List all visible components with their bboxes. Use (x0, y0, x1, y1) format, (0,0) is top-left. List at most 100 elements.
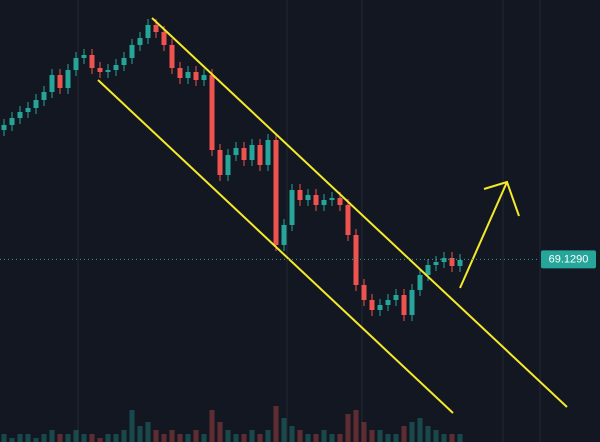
candle-body (305, 195, 311, 200)
volume-bar (329, 434, 335, 442)
volume-bar (121, 430, 127, 442)
candle-body (313, 195, 319, 205)
candle-body (353, 235, 359, 285)
candle-body (1, 125, 7, 130)
volume-bar (97, 438, 103, 442)
volume-bar (185, 434, 191, 442)
volume-bar (425, 426, 431, 442)
candle-body (369, 300, 375, 310)
candle-body (121, 58, 127, 65)
volume-bar (201, 434, 207, 442)
candle-body (217, 150, 223, 175)
volume-bar (169, 430, 175, 442)
volume-bar (217, 422, 223, 442)
candle-body (129, 45, 135, 58)
volume-bar (321, 430, 327, 442)
volume-bar (417, 418, 423, 442)
candle-body (161, 32, 167, 45)
candle-body (233, 148, 239, 155)
candle-body (393, 295, 399, 300)
candle-body (457, 260, 463, 266)
candle-layer (1, 19, 463, 321)
volume-bar (81, 434, 87, 442)
candle-body (289, 190, 295, 225)
candle-body (321, 200, 327, 205)
candle-body (425, 265, 431, 275)
volume-bar (193, 430, 199, 442)
channel-lower (97, 79, 454, 414)
arrow-shaft (459, 181, 508, 289)
volume-bar (337, 434, 343, 442)
candle-body (265, 140, 271, 165)
candle-body (201, 75, 207, 80)
candle-body (9, 118, 15, 125)
volume-bar (153, 430, 159, 442)
volume-bar (241, 434, 247, 442)
candle-body (449, 258, 455, 266)
volume-bar (105, 434, 111, 442)
candle-body (433, 262, 439, 265)
candle-body (17, 112, 23, 118)
volume-bar (73, 430, 79, 442)
volume-bar (33, 438, 39, 442)
volume-bar (361, 422, 367, 442)
candle-body (65, 70, 71, 88)
candle-body (401, 295, 407, 315)
volume-bar (25, 434, 31, 442)
volume-bar (49, 430, 55, 442)
volume-bar (457, 434, 463, 442)
candle-body (97, 68, 103, 72)
volume-bar (65, 434, 71, 442)
volume-bar (145, 422, 151, 442)
volume-bar (9, 438, 15, 442)
candle-body (241, 148, 247, 160)
arrow-head (483, 180, 520, 217)
channel-upper (151, 17, 568, 408)
volume-bar (1, 434, 7, 442)
volume-bar (129, 410, 135, 442)
candle-body (193, 72, 199, 80)
candle-body (297, 190, 303, 200)
volume-bar (305, 434, 311, 442)
volume-bar (313, 434, 319, 442)
candle-body (281, 225, 287, 245)
volume-bar (393, 434, 399, 442)
price-tag (541, 250, 596, 269)
volume-bar (233, 434, 239, 442)
volume-bar (449, 434, 455, 442)
volume-bar (41, 434, 47, 442)
candle-body (33, 100, 39, 108)
volume-bar (369, 430, 375, 442)
volume-bar (289, 426, 295, 442)
candle-body (169, 45, 175, 68)
candle-body (145, 25, 151, 38)
volume-bar (281, 418, 287, 442)
candle-body (137, 38, 143, 45)
volume-bar (113, 434, 119, 442)
candle-body (41, 92, 47, 100)
candle-body (113, 65, 119, 70)
volume-bar (401, 426, 407, 442)
volume-bar (273, 406, 279, 442)
volume-bar (177, 434, 183, 442)
candle-body (153, 25, 159, 32)
candle-body (25, 108, 31, 112)
volume-bar (17, 434, 23, 442)
volume-layer (1, 406, 463, 442)
price-layer: 69.1290 (0, 250, 596, 269)
candle-body (417, 275, 423, 290)
candle-body (209, 75, 215, 150)
candle-body (409, 290, 415, 315)
volume-bar (137, 426, 143, 442)
candle-body (329, 198, 335, 200)
volume-bar (161, 434, 167, 442)
volume-bar (209, 410, 215, 442)
candle-body (89, 55, 95, 68)
volume-bar (377, 430, 383, 442)
volume-bar (57, 434, 63, 442)
volume-bar (89, 434, 95, 442)
candle-body (81, 55, 87, 58)
volume-bar (385, 434, 391, 442)
candle-body (57, 75, 63, 88)
